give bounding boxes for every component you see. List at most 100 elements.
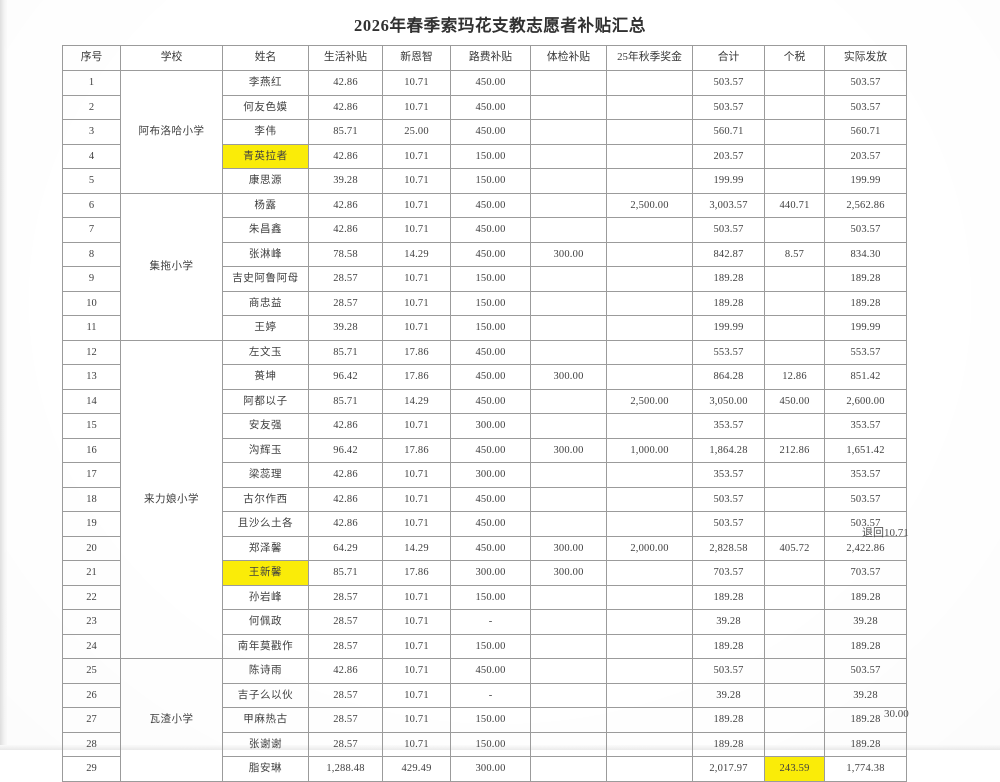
cell-tax bbox=[764, 217, 825, 243]
cell-name: 古尔作西 bbox=[222, 486, 309, 512]
table-row: 21 王新馨 85.71 17.86 300.00 300.00 703.57 703.57 bbox=[62, 560, 907, 586]
cell-travel-subsidy: 300.00 bbox=[450, 413, 531, 439]
cell-medical-subsidy bbox=[530, 413, 607, 439]
cell-travel-subsidy: 450.00 bbox=[450, 511, 531, 537]
cell-name: 吉史阿鲁阿母 bbox=[222, 266, 309, 292]
cell-travel-subsidy: 450.00 bbox=[450, 535, 531, 561]
cell-school: 瓦渣小学 bbox=[120, 658, 223, 782]
cell-autumn-bonus bbox=[606, 633, 693, 659]
cell-life-subsidy: 28.57 bbox=[308, 633, 383, 659]
table-row: 25 瓦渣小学 陈诗雨 42.86 10.71 450.00 503.57 503.57 bbox=[62, 658, 907, 782]
cell-total: 560.71 bbox=[692, 119, 765, 145]
cell-index: 17 bbox=[62, 462, 121, 488]
cell-life-subsidy: 42.86 bbox=[308, 462, 383, 488]
cell-name: 李燕红 bbox=[222, 70, 309, 96]
cell-total: 503.57 bbox=[692, 70, 765, 96]
cell-actual-payout: 353.57 bbox=[824, 413, 907, 439]
cell-total: 3,003.57 bbox=[692, 192, 765, 218]
cell-medical-subsidy bbox=[530, 511, 607, 537]
column-header-xinenzhi: 新恩智 bbox=[382, 45, 451, 71]
cell-xinenzhi: 10.71 bbox=[382, 486, 451, 512]
cell-autumn-bonus bbox=[606, 584, 693, 610]
cell-autumn-bonus bbox=[606, 486, 693, 512]
cell-total: 553.57 bbox=[692, 339, 765, 365]
cell-autumn-bonus bbox=[606, 364, 693, 390]
cell-name: 且沙么土各 bbox=[222, 511, 309, 537]
cell-autumn-bonus bbox=[606, 339, 693, 365]
cell-life-subsidy: 28.57 bbox=[308, 609, 383, 635]
table-row: 22 孙岩峰 28.57 10.71 150.00 189.28 189.28 bbox=[62, 584, 907, 610]
cell-name: 李伟 bbox=[222, 119, 309, 145]
cell-xinenzhi: 14.29 bbox=[382, 241, 451, 267]
cell-autumn-bonus bbox=[606, 560, 693, 586]
cell-medical-subsidy bbox=[530, 462, 607, 488]
cell-actual-payout: 553.57 bbox=[824, 339, 907, 365]
cell-life-subsidy: 42.86 bbox=[308, 486, 383, 512]
cell-travel-subsidy: 450.00 bbox=[450, 658, 531, 684]
cell-actual-payout: 834.30 bbox=[824, 241, 907, 267]
cell-actual-payout: 189.28 bbox=[824, 707, 907, 733]
cell-medical-subsidy: 300.00 bbox=[530, 241, 607, 267]
cell-medical-subsidy bbox=[530, 70, 607, 96]
cell-total: 39.28 bbox=[692, 682, 765, 708]
cell-actual-payout: 1,651.42 bbox=[824, 437, 907, 463]
cell-autumn-bonus: 2,500.00 bbox=[606, 388, 693, 414]
cell-actual-payout: 851.42 bbox=[824, 364, 907, 390]
cell-index: 5 bbox=[62, 168, 121, 194]
cell-autumn-bonus bbox=[606, 413, 693, 439]
cell-autumn-bonus bbox=[606, 315, 693, 341]
cell-actual-payout: 353.57 bbox=[824, 462, 907, 488]
cell-total: 189.28 bbox=[692, 266, 765, 292]
margin-note-refund: 退回10.71 bbox=[862, 527, 909, 539]
cell-name: 王婷 bbox=[222, 315, 309, 341]
cell-tax bbox=[764, 731, 825, 757]
table-row: 9 吉史阿鲁阿母 28.57 10.71 150.00 189.28 189.28 bbox=[62, 266, 907, 292]
cell-life-subsidy: 1,288.48 bbox=[308, 756, 383, 782]
cell-actual-payout: 189.28 bbox=[824, 584, 907, 610]
cell-actual-payout: 2,600.00 bbox=[824, 388, 907, 414]
cell-life-subsidy: 64.29 bbox=[308, 535, 383, 561]
cell-life-subsidy: 39.28 bbox=[308, 315, 383, 341]
cell-tax bbox=[764, 94, 825, 120]
cell-travel-subsidy: 150.00 bbox=[450, 633, 531, 659]
cell-tax bbox=[764, 290, 825, 316]
cell-total: 503.57 bbox=[692, 486, 765, 512]
cell-name: 甲麻热古 bbox=[222, 707, 309, 733]
cell-actual-payout: 199.99 bbox=[824, 315, 907, 341]
cell-travel-subsidy: 300.00 bbox=[450, 756, 531, 782]
cell-tax bbox=[764, 413, 825, 439]
cell-medical-subsidy bbox=[530, 633, 607, 659]
cell-xinenzhi: 10.71 bbox=[382, 290, 451, 316]
cell-life-subsidy: 28.57 bbox=[308, 266, 383, 292]
cell-total: 189.28 bbox=[692, 633, 765, 659]
cell-medical-subsidy: 300.00 bbox=[530, 364, 607, 390]
table-row: 11 王婷 39.28 10.71 150.00 199.99 199.99 bbox=[62, 315, 907, 341]
cell-travel-subsidy: - bbox=[450, 609, 531, 635]
cell-autumn-bonus: 1,000.00 bbox=[606, 437, 693, 463]
cell-index: 29 bbox=[62, 756, 121, 782]
cell-name-highlighted: 青英拉者 bbox=[222, 143, 309, 169]
cell-index: 1 bbox=[62, 70, 121, 96]
cell-index: 10 bbox=[62, 290, 121, 316]
cell-xinenzhi: 10.71 bbox=[382, 682, 451, 708]
cell-tax: 450.00 bbox=[764, 388, 825, 414]
cell-life-subsidy: 39.28 bbox=[308, 168, 383, 194]
cell-tax bbox=[764, 339, 825, 365]
cell-life-subsidy: 85.71 bbox=[308, 119, 383, 145]
cell-school: 阿布洛哈小学 bbox=[120, 70, 223, 194]
cell-index: 8 bbox=[62, 241, 121, 267]
cell-autumn-bonus bbox=[606, 119, 693, 145]
cell-actual-payout: 503.57 bbox=[824, 658, 907, 684]
cell-travel-subsidy: 300.00 bbox=[450, 462, 531, 488]
cell-life-subsidy: 42.86 bbox=[308, 192, 383, 218]
cell-actual-payout: 703.57 bbox=[824, 560, 907, 586]
cell-travel-subsidy: 150.00 bbox=[450, 168, 531, 194]
cell-name: 安友强 bbox=[222, 413, 309, 439]
cell-total: 2,828.58 bbox=[692, 535, 765, 561]
cell-total: 503.57 bbox=[692, 94, 765, 120]
cell-travel-subsidy: 450.00 bbox=[450, 339, 531, 365]
cell-xinenzhi: 10.71 bbox=[382, 94, 451, 120]
cell-total: 353.57 bbox=[692, 413, 765, 439]
cell-index: 2 bbox=[62, 94, 121, 120]
cell-autumn-bonus bbox=[606, 290, 693, 316]
